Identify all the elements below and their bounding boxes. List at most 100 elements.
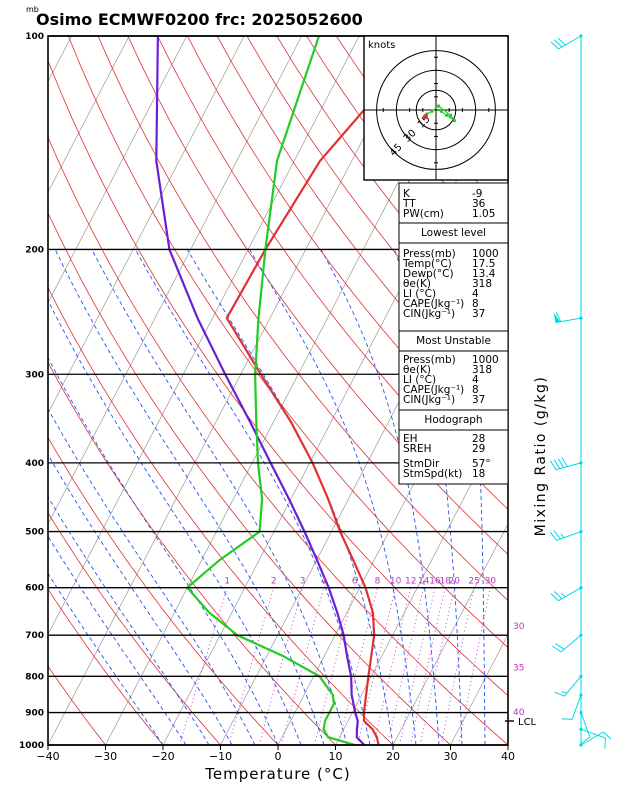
indices-panel: K -9 TT 36 PW(cm) 1.05 Lowest level Press(mb) 10… [398,182,509,485]
mixing-ratio-line [440,587,475,745]
isotherm-line [48,36,130,193]
barb-feather [561,718,573,720]
barb-feather [603,731,612,740]
barb-shaft [580,731,604,746]
isotherm-line [507,744,508,745]
mixing-ratio-label: 2 [271,577,277,587]
isotherm-line [48,36,245,415]
barb-flag [553,312,561,323]
theta-e-label: 30 [513,622,525,632]
pressure-tick-label: 700 [25,631,44,641]
hodograph-point [439,109,443,113]
mixing-ratio-line [357,587,397,745]
wind-barb [549,457,583,471]
moist-adiabat-line [249,249,417,745]
dry-adiabat-line [127,36,508,555]
index-label: TT [402,198,416,210]
index-label: CIN(Jkg⁻¹) [403,308,455,320]
dry-adiabat-line [48,436,279,745]
barb-feather [555,643,565,650]
wind-barb [579,727,606,749]
hodograph-point [430,109,434,113]
index-label: θe(K) [403,364,431,376]
barb-feather [604,738,606,749]
barb-feather [557,458,565,468]
index-value: 17.5 [472,258,495,270]
isotherm-line [48,36,187,304]
x-tick-label: −30 [94,750,117,763]
index-value: 28 [472,433,485,445]
mixing-ratio-line [458,587,491,745]
dry-adiabat-line [48,361,336,745]
mixing-ratio-label: 20 [449,577,461,587]
index-label: θe(K) [403,278,431,290]
lowest-level-box [398,222,509,332]
barb-feather [553,459,561,469]
wind-barb [553,312,583,324]
x-tick-label: −40 [36,750,59,763]
mixing-ratio-line [179,587,228,745]
barb-feather [561,457,568,467]
wind-barb [554,674,583,697]
barb-shaft [558,35,582,50]
theta-e-label: 40 [513,708,525,718]
pressure-tick-label: 400 [25,459,44,469]
mixing-ratio-label: 16 [429,577,441,587]
moist-adiabat-line [48,453,233,745]
index-value: 29 [472,443,485,455]
mixing-ratio-line [373,587,412,745]
barb-feather [550,41,559,50]
barb-feather [550,593,559,602]
x-tick-label: −20 [151,750,174,763]
barb-half-feather [561,690,568,694]
index-value: 1.05 [472,208,495,220]
mixing-ratio-line [313,587,356,745]
lcl-label: LCL [518,717,537,728]
wind-barb [579,710,591,744]
mixing-ratio-line [387,587,425,745]
x-tick-label: 10 [329,750,343,763]
barb-half-feather [560,533,565,539]
moist-adiabat-line [186,249,394,745]
dry-adiabat-line [48,211,451,745]
index-value: 4 [472,374,479,386]
hodograph-point [452,119,457,123]
mixing-ratio-line [409,587,446,745]
barb-shaft [555,462,582,471]
mixing-ratio-label: 30 [485,577,497,587]
wind-barb [579,731,612,747]
x-tick-label: 20 [386,750,400,763]
index-value: 36 [472,198,486,210]
mixing-ratio-label: 14 [418,577,430,587]
barb-feather [552,645,562,653]
moist-adiabat-line [48,572,164,745]
mixing-ratio-label: 1 [224,577,230,587]
pressure-tick-label: 1000 [19,741,44,751]
index-value: 8 [472,298,479,310]
index-label: LI (°C) [403,288,436,300]
index-label: EH [403,433,418,445]
dry-adiabat-line [48,665,106,745]
x-tick-label: 30 [444,750,458,763]
wind-barb [561,693,583,720]
barb-shaft [563,675,582,697]
pressure-tick-label: 300 [25,370,44,380]
index-value: 318 [472,278,492,290]
moist-adiabat-line [48,407,256,745]
x-tick-label: 40 [501,750,515,763]
barb-shaft [556,531,582,541]
index-label: CAPE(Jkg⁻¹) [403,384,464,396]
barb-shaft [580,712,591,738]
pressure-tick-label: 800 [25,672,44,682]
index-value: 37 [472,394,485,406]
mixing-ratio-label: 10 [390,577,402,587]
hodograph-index-title: Hodograph [424,414,482,426]
mixing-ratio-label: 6 [352,577,358,587]
dry-adiabat-line [67,36,508,649]
index-value: 18 [472,468,485,480]
barb-feather [549,460,557,470]
index-label: Press(mb) [403,248,456,260]
index-label: PW(cm) [403,208,444,220]
index-label: CIN(Jkg⁻¹) [403,394,455,406]
dewpoint-profile [186,36,356,745]
